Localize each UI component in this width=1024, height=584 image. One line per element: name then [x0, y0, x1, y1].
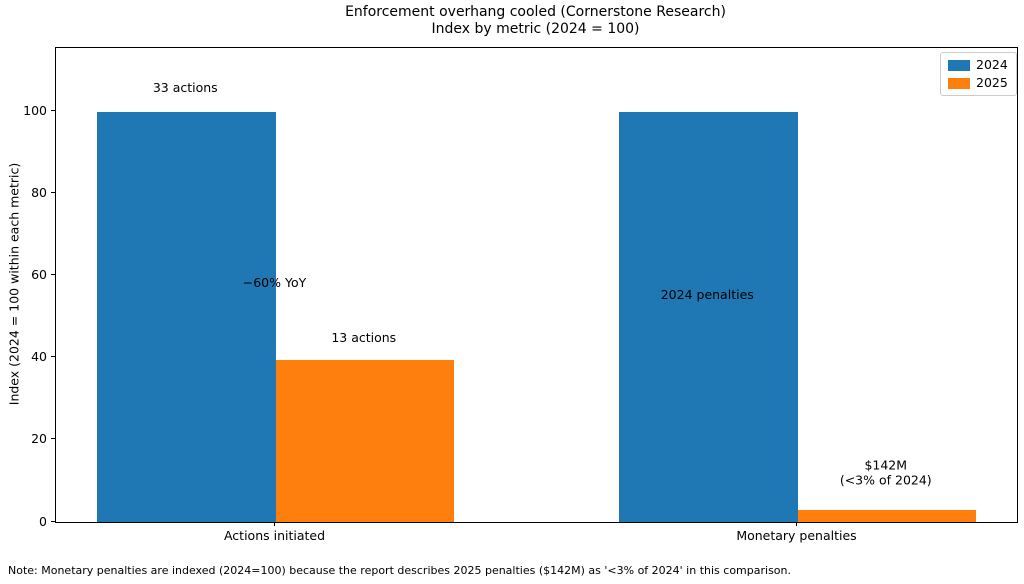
- y-tick-mark-60: [51, 274, 55, 276]
- x-tick-label-actions-initiated: Actions initiated: [223, 528, 326, 543]
- x-tick-label-monetary-penalties: Monetary penalties: [736, 528, 857, 543]
- chart-subtitle: Index by metric (2024 = 100): [431, 20, 640, 37]
- annotation-2024-penalties: 2024 penalties: [660, 287, 754, 303]
- legend-swatch-2025: [948, 77, 970, 89]
- annotation-33-actions: 33 actions: [152, 79, 218, 95]
- annotation-60-yoy: −60% YoY: [242, 274, 307, 290]
- annotation-142m: $142M (<3% of 2024): [839, 457, 932, 488]
- bar-2025-monetary-penalties: [797, 510, 976, 522]
- y-tick-label-80: 80: [31, 185, 47, 201]
- legend: 2024 2025: [940, 52, 1017, 96]
- legend-label-2024: 2024: [976, 57, 1008, 72]
- y-tick-label-60: 60: [31, 267, 47, 283]
- bar-2025-actions-initiated: [275, 360, 454, 522]
- x-tick-mark-actions-initiated: [274, 522, 275, 526]
- y-tick-mark-20: [51, 438, 55, 440]
- legend-row-2024: 2024: [948, 58, 1008, 72]
- legend-label-2025: 2025: [976, 75, 1008, 90]
- bar-2024-monetary-penalties: [619, 111, 798, 522]
- annotation-13-actions: 13 actions: [331, 329, 397, 345]
- y-tick-label-100: 100: [23, 103, 47, 119]
- y-tick-mark-0: [51, 520, 55, 522]
- legend-swatch-2024: [948, 59, 970, 71]
- y-tick-label-40: 40: [31, 349, 47, 365]
- legend-row-2025: 2025: [948, 76, 1008, 90]
- chart-title: Enforcement overhang cooled (Cornerstone…: [345, 4, 726, 20]
- y-tick-mark-100: [51, 110, 55, 112]
- y-tick-mark-40: [51, 356, 55, 358]
- chart-title-block: Enforcement overhang cooled (Cornerstone…: [55, 4, 1016, 37]
- y-tick-label-0: 0: [39, 513, 47, 529]
- footnote: Note: Monetary penalties are indexed (20…: [8, 564, 791, 577]
- plot-area: [55, 47, 1018, 523]
- y-tick-label-20: 20: [31, 431, 47, 447]
- x-tick-mark-monetary-penalties: [796, 522, 797, 526]
- y-tick-mark-80: [51, 192, 55, 194]
- bar-2024-actions-initiated: [97, 111, 276, 522]
